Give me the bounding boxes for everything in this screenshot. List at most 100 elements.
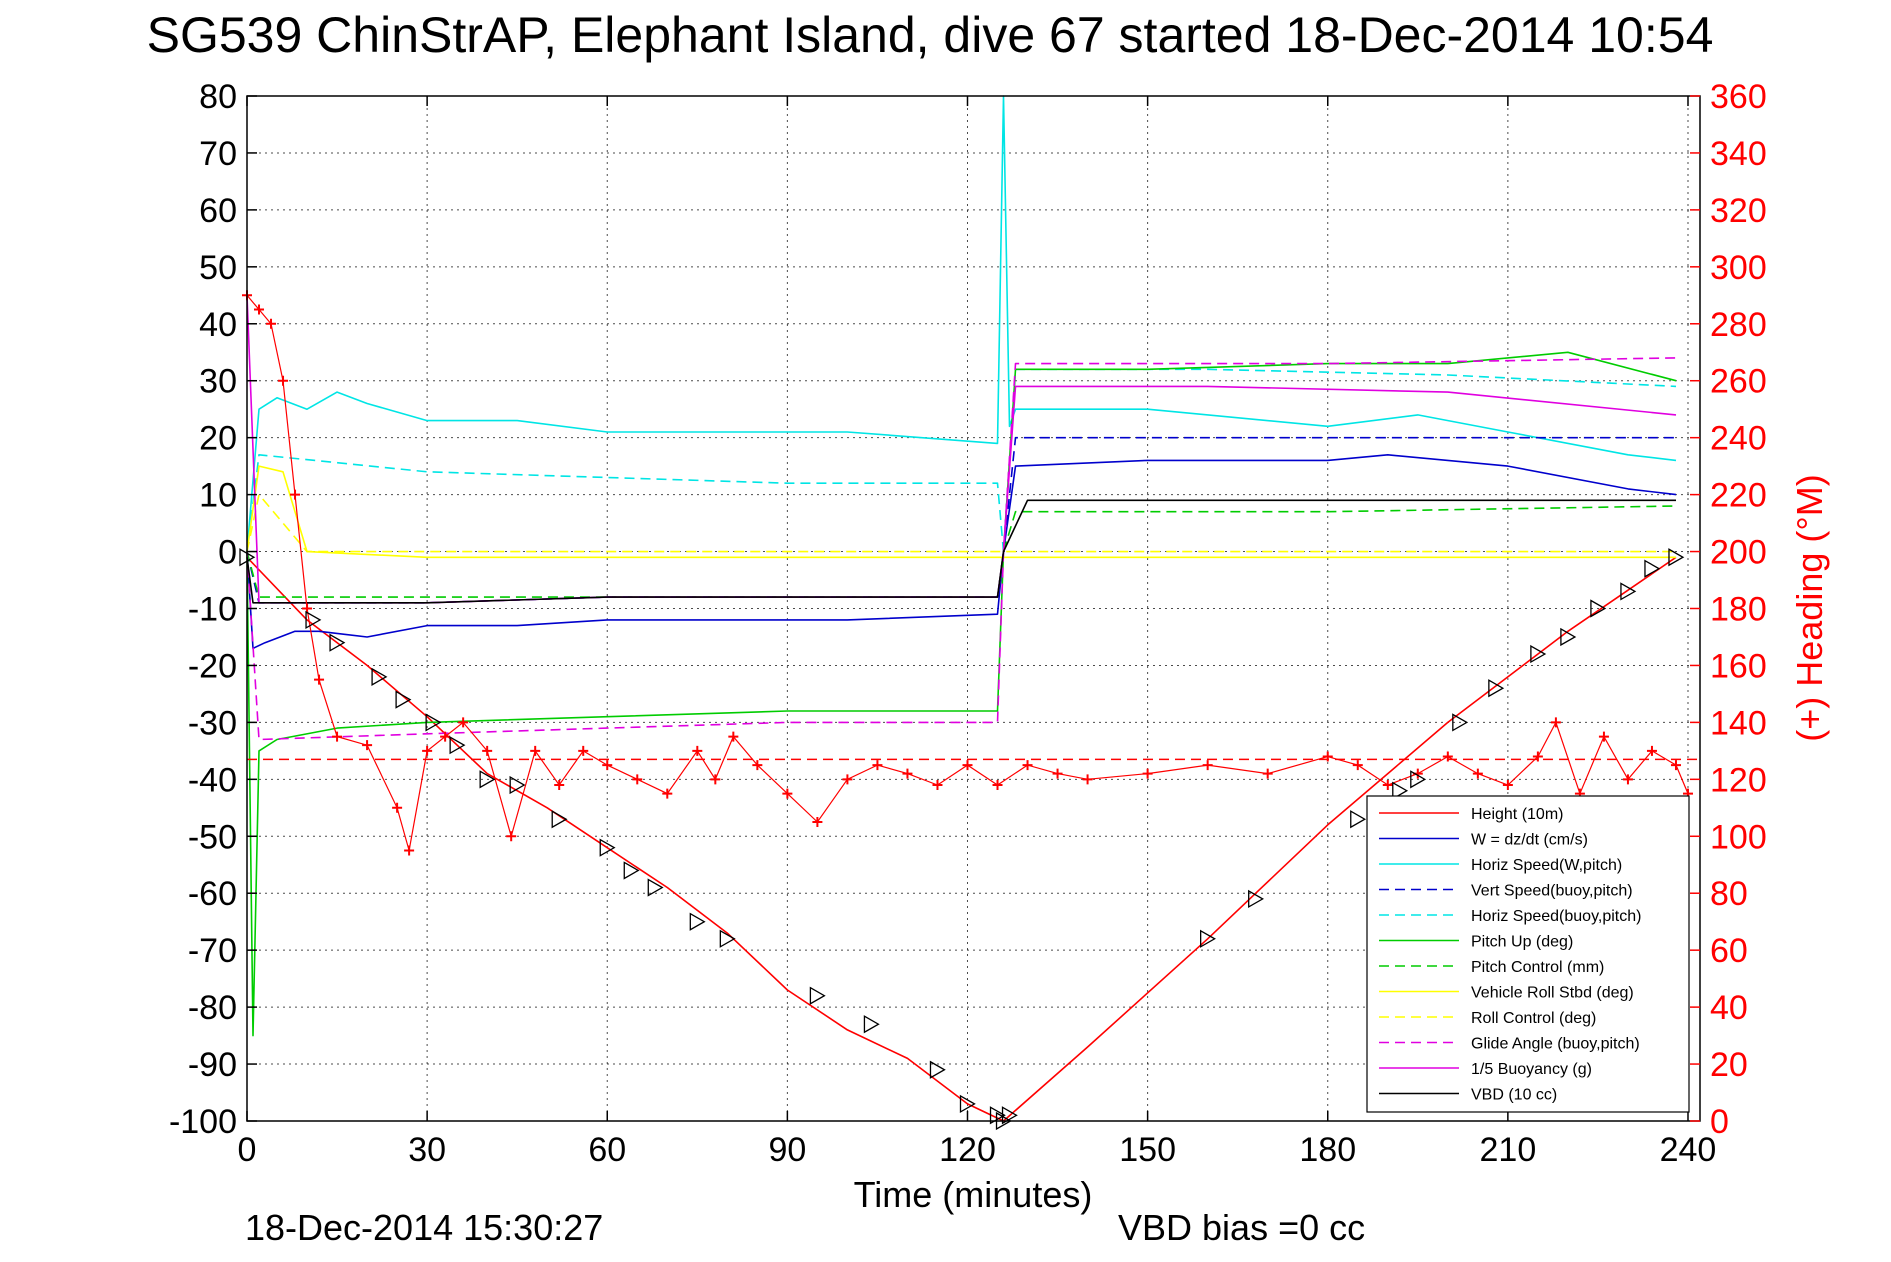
right-y-tick-label: 320 (1710, 192, 1767, 230)
right-y-tick-label: 300 (1710, 249, 1767, 287)
heading-point (1202, 760, 1213, 771)
heading-point (1022, 760, 1033, 771)
series-line-2 (246, 95, 1677, 552)
right-y-tick-label: 120 (1710, 761, 1767, 799)
heading-point (290, 489, 301, 500)
heading-point (902, 768, 913, 779)
heading-point (278, 375, 289, 386)
series-line-11 (246, 499, 1676, 604)
legend-entry: Roll Control (deg) (1471, 1010, 1596, 1027)
series-lines (246, 95, 1700, 1122)
heading-point (1352, 760, 1363, 771)
depth-marker (509, 775, 526, 795)
heading-point (932, 780, 943, 791)
x-tick-label: 210 (1480, 1131, 1537, 1169)
depth-marker (305, 610, 322, 630)
depth-marker (989, 1106, 1006, 1125)
right-y-tick-label: 180 (1710, 591, 1767, 629)
depth-marker (1200, 929, 1216, 948)
heading-point (554, 780, 565, 791)
depth-marker (1410, 770, 1427, 789)
depth-marker (1668, 548, 1685, 567)
x-axis-label: Time (minutes) (854, 1174, 1093, 1215)
depth-marker (1452, 713, 1469, 732)
depth-marker (1644, 559, 1661, 578)
heading-point (662, 788, 673, 799)
depth-marker (959, 1094, 976, 1114)
depth-marker (1350, 810, 1367, 829)
x-tick-label: 180 (1299, 1131, 1356, 1169)
right-y-tick-label: 340 (1710, 135, 1767, 173)
depth-marker (599, 838, 616, 857)
depth-marker (1590, 599, 1607, 618)
y-tick-label: 40 (199, 306, 237, 344)
depth-marker (1001, 1106, 1018, 1125)
depth-marker (719, 929, 736, 948)
y-tick-label: 30 (199, 363, 237, 401)
y-tick-label: -30 (188, 704, 237, 742)
heading-point (1670, 760, 1681, 771)
depth-marker (1488, 679, 1505, 698)
heading-point (1052, 768, 1063, 779)
right-y-tick-label: 220 (1710, 477, 1767, 515)
axis-ticks: 0 30 60 90 120 150 180 210 24080706050403020100-… (169, 78, 1767, 1169)
heading-point (710, 774, 721, 785)
series-line-7 (246, 465, 1676, 559)
heading-point (1442, 751, 1453, 762)
depth-marker (863, 1015, 880, 1034)
heading-point (782, 788, 793, 799)
right-y-tick-label: 140 (1710, 704, 1767, 742)
timestamp-footer: 18-Dec-2014 15:30:27 (245, 1207, 603, 1248)
y-tick-label: -90 (188, 1046, 237, 1084)
depth-marker (329, 633, 346, 652)
heading-point (692, 745, 703, 756)
legend-entry: Glide Angle (buoy,pitch) (1471, 1036, 1640, 1053)
heading-point (1322, 751, 1333, 762)
heading-point (404, 845, 415, 856)
heading-point (422, 745, 433, 756)
right-y-tick-label: 360 (1710, 78, 1767, 116)
heading-point (506, 831, 517, 842)
heading-point (254, 304, 265, 315)
depth-marker (689, 912, 706, 931)
depth-marker (479, 770, 496, 789)
series-line-1 (246, 453, 1677, 650)
heading-point (362, 740, 373, 751)
x-tick-label: 120 (939, 1131, 996, 1169)
legend-entry: VBD (10 cc) (1471, 1087, 1557, 1104)
heading-point (1262, 768, 1273, 779)
depth-marker (551, 810, 568, 829)
x-tick-label: 150 (1119, 1131, 1176, 1169)
depth-marker (1560, 627, 1577, 647)
depth-marker (1620, 582, 1637, 601)
heading-point (1082, 774, 1093, 785)
right-y-tick-label: 200 (1710, 534, 1767, 572)
right-y-tick-label: 280 (1710, 306, 1767, 344)
legend-entry: 1/5 Buoyancy (g) (1471, 1061, 1592, 1078)
x-tick-label: 0 (238, 1131, 257, 1169)
y-tick-label: 50 (199, 249, 237, 287)
y-tick-label: 10 (199, 477, 237, 515)
heading-point (1622, 774, 1633, 785)
heading-point (632, 774, 643, 785)
legend-box (1366, 795, 1690, 1113)
legend-entry: Vehicle Roll Stbd (deg) (1471, 985, 1634, 1002)
y-tick-label: 70 (199, 135, 237, 173)
heading-point (332, 731, 343, 742)
x-tick-label: 60 (588, 1131, 626, 1169)
depth-marker (1530, 644, 1547, 664)
y-tick-label: -10 (188, 591, 237, 629)
right-y-tick-label: 60 (1710, 932, 1748, 970)
right-y-tick-label: 240 (1710, 420, 1767, 458)
right-axis-label: (+) Heading (°M) (1789, 474, 1830, 741)
right-y-tick-label: 260 (1710, 363, 1767, 401)
heading-point (872, 760, 883, 771)
legend-entry: Pitch Control (mm) (1471, 959, 1604, 976)
legend-entry: Vert Speed(buoy,pitch) (1471, 883, 1633, 900)
series-line-9 (246, 357, 1677, 741)
y-tick-label: -80 (188, 989, 237, 1027)
legend-entry: Horiz Speed(buoy,pitch) (1471, 908, 1641, 925)
heading-point (578, 745, 589, 756)
heading-point (602, 760, 613, 771)
legend-entry: W = dz/dt (cm/s) (1471, 832, 1588, 849)
